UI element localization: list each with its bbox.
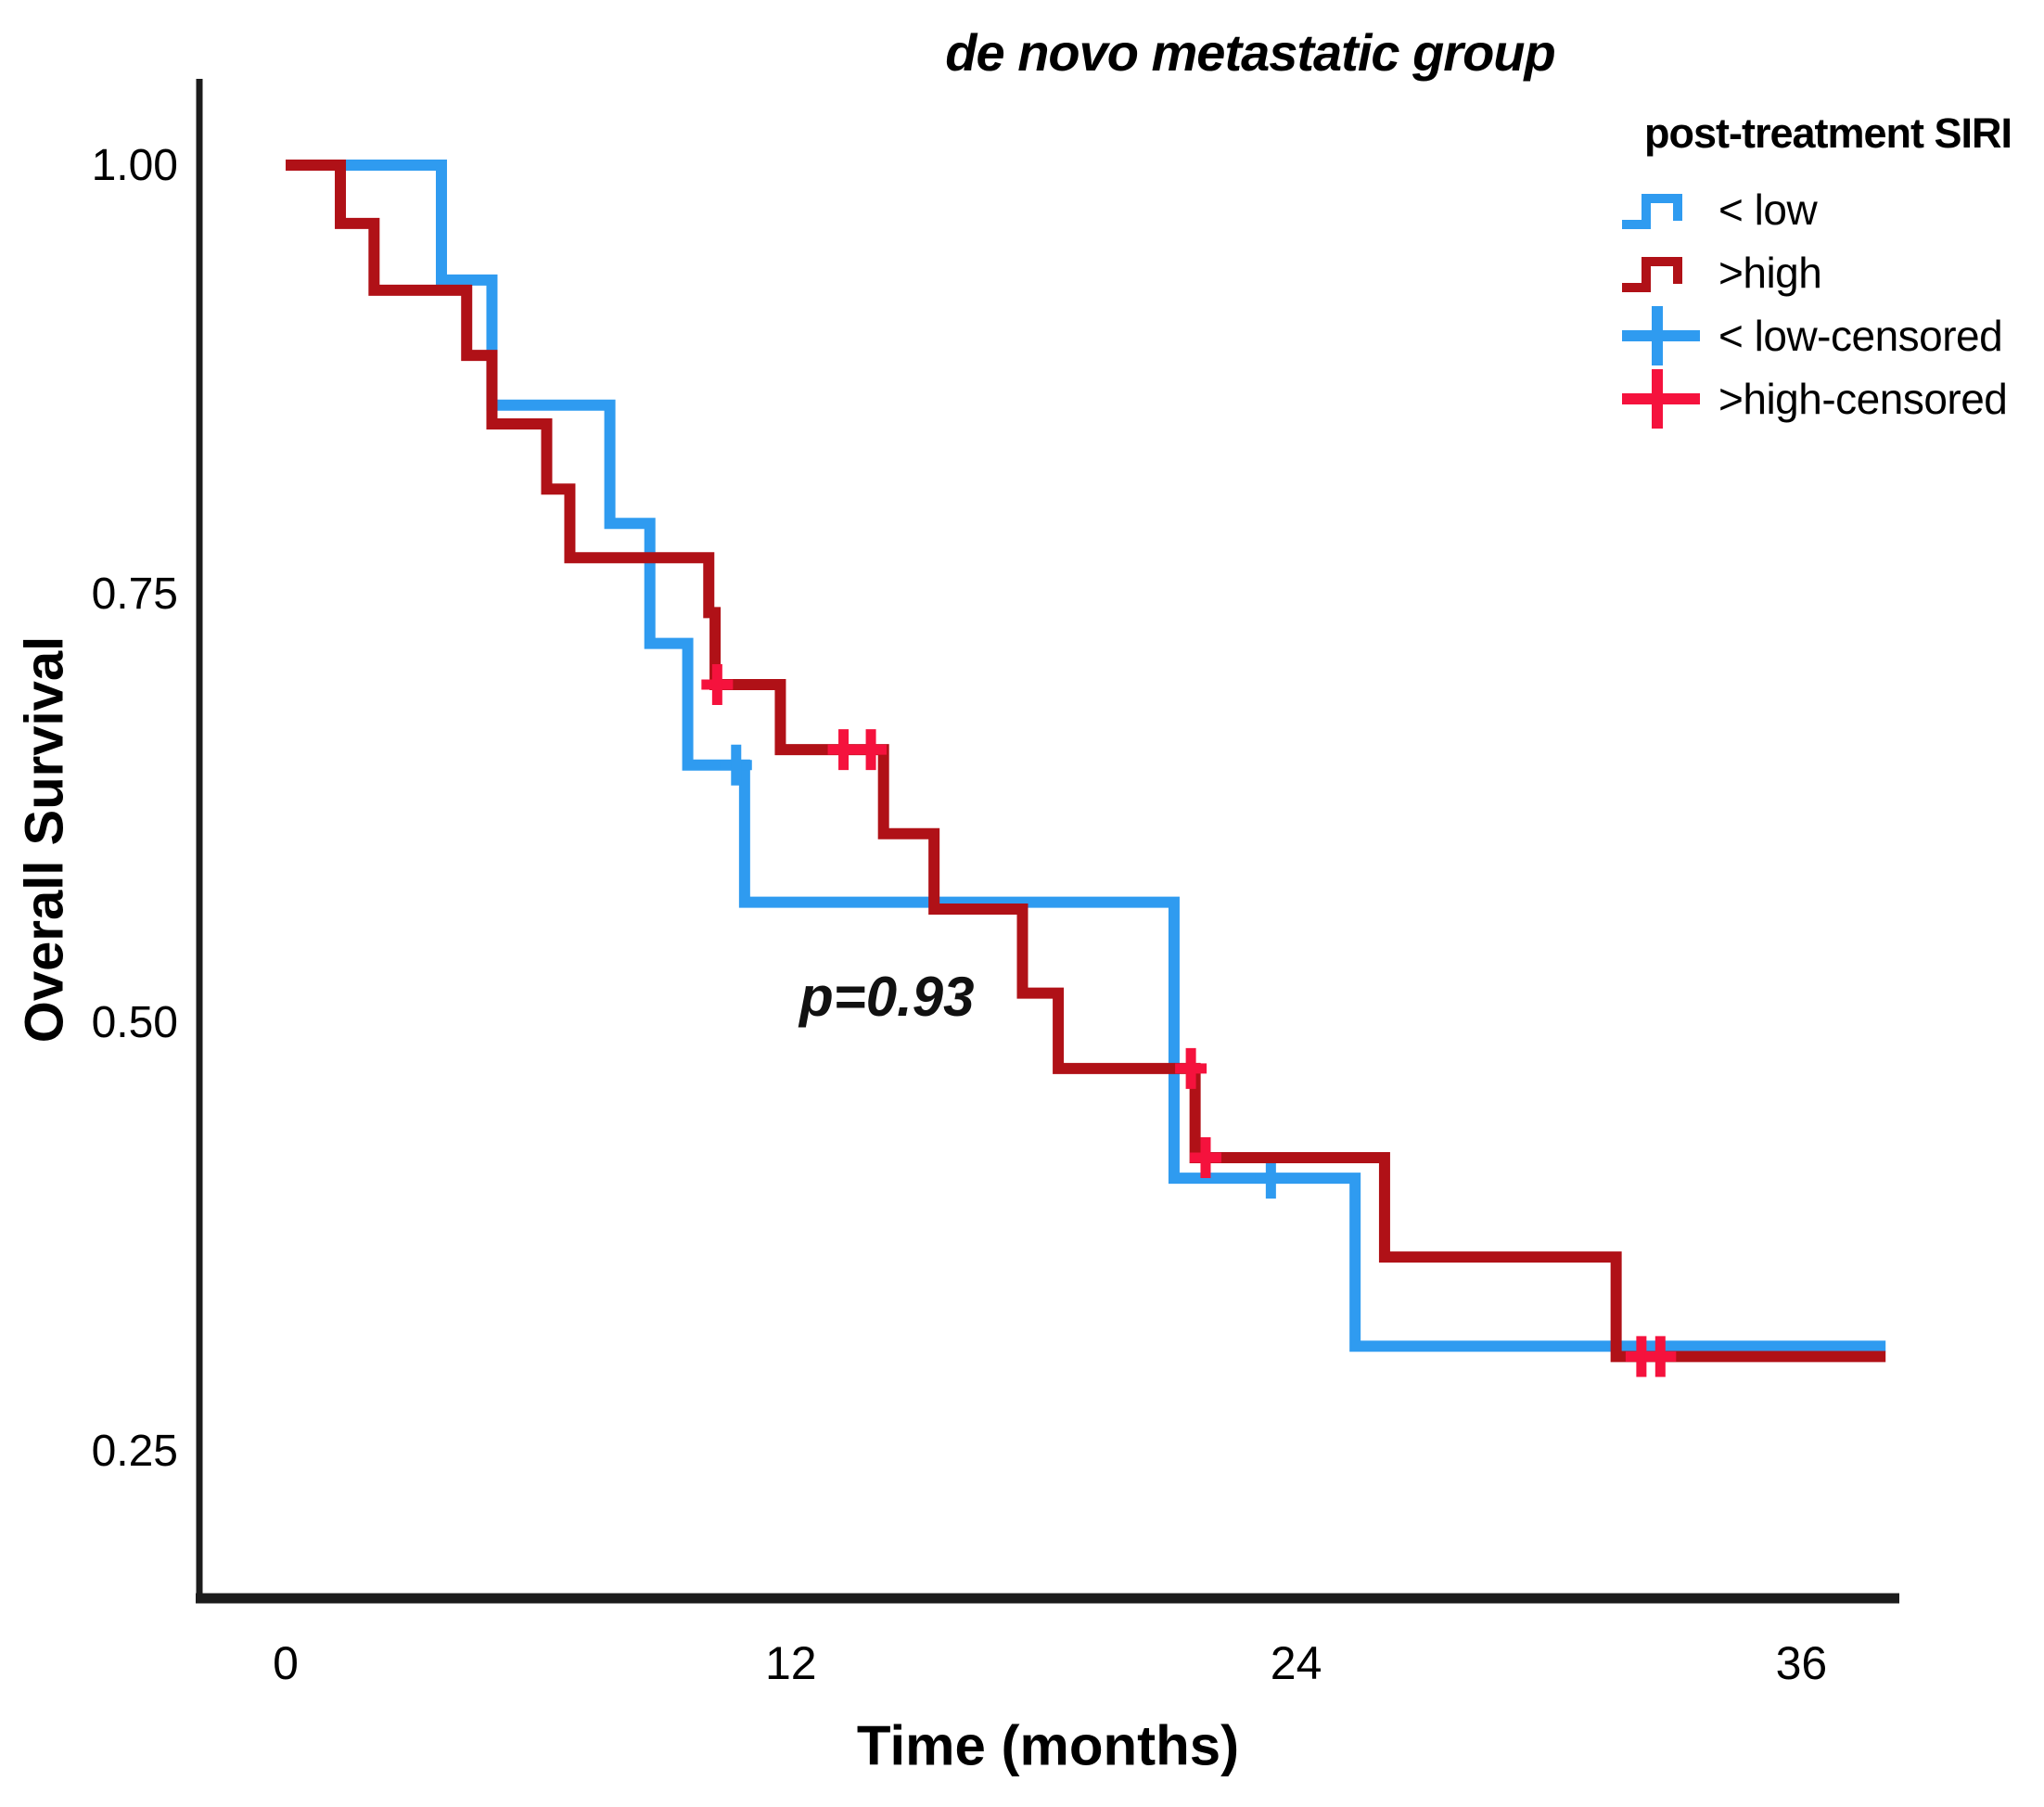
legend-item-low-censored: < low-censored (1618, 306, 2044, 365)
x-tick-label: 24 (1271, 1637, 1322, 1689)
legend-item-label: >high (1718, 249, 1822, 297)
p-value-annotation: p=0.93 (799, 966, 975, 1028)
x-axis-title: Time (months) (856, 1714, 1240, 1777)
legend-item-label: < low-censored (1718, 312, 2003, 360)
x-tick-label: 0 (273, 1637, 299, 1689)
legend-item-high-censored: >high-censored (1618, 369, 2044, 429)
y-tick-label: 0.50 (92, 998, 178, 1047)
y-axis-title: Overall Survival (14, 635, 75, 1044)
y-tick-label: 0.75 (92, 570, 178, 619)
censor-cross-icon (1618, 302, 1707, 369)
censor-marks-high (701, 663, 1677, 1378)
legend-item-high: >high (1618, 247, 2044, 299)
chart-title: de novo metastatic group (945, 23, 1555, 82)
x-tick-label: 12 (765, 1637, 817, 1689)
legend-item-label: >high-censored (1718, 375, 2008, 423)
y-tick-label: 1.00 (92, 141, 178, 190)
censor-cross-icon (1618, 365, 1707, 432)
survival-curve-high (286, 160, 1886, 1363)
step-line-icon (1618, 187, 1707, 232)
x-tick-label: 36 (1776, 1637, 1828, 1689)
step-line-icon (1618, 250, 1707, 295)
legend-title: post-treatment SIRI (1644, 109, 2012, 157)
legend: post-treatment SIRI < low >high (1618, 109, 2044, 436)
legend-item-label: < low (1718, 186, 1818, 234)
y-tick-label: 0.25 (92, 1427, 178, 1476)
censor-marks-low (720, 744, 1287, 1199)
survival-curve-low (286, 160, 1886, 1352)
legend-item-low: < low (1618, 184, 2044, 236)
